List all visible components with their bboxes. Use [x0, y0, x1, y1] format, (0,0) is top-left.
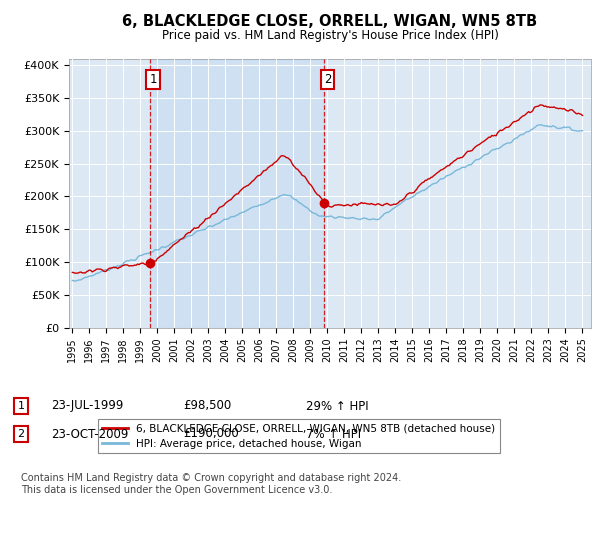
- Text: 2: 2: [17, 429, 25, 439]
- Text: 23-JUL-1999: 23-JUL-1999: [51, 399, 124, 413]
- Text: 1: 1: [17, 401, 25, 411]
- Text: Contains HM Land Registry data © Crown copyright and database right 2024.
This d: Contains HM Land Registry data © Crown c…: [21, 473, 401, 495]
- Text: £98,500: £98,500: [183, 399, 231, 413]
- Bar: [150, 59, 324, 328]
- Legend: 6, BLACKLEDGE CLOSE, ORRELL, WIGAN, WN5 8TB (detached house), HPI: Average price: 6, BLACKLEDGE CLOSE, ORRELL, WIGAN, WN5 …: [98, 419, 500, 452]
- Text: 1: 1: [149, 73, 157, 86]
- Text: £190,000: £190,000: [183, 427, 239, 441]
- Text: 6, BLACKLEDGE CLOSE, ORRELL, WIGAN, WN5 8TB: 6, BLACKLEDGE CLOSE, ORRELL, WIGAN, WN5 …: [122, 14, 538, 29]
- Text: 23-OCT-2009: 23-OCT-2009: [51, 427, 128, 441]
- Text: Price paid vs. HM Land Registry's House Price Index (HPI): Price paid vs. HM Land Registry's House …: [161, 29, 499, 42]
- Text: 29% ↑ HPI: 29% ↑ HPI: [306, 399, 368, 413]
- Text: 2: 2: [323, 73, 331, 86]
- Text: 7% ↑ HPI: 7% ↑ HPI: [306, 427, 361, 441]
